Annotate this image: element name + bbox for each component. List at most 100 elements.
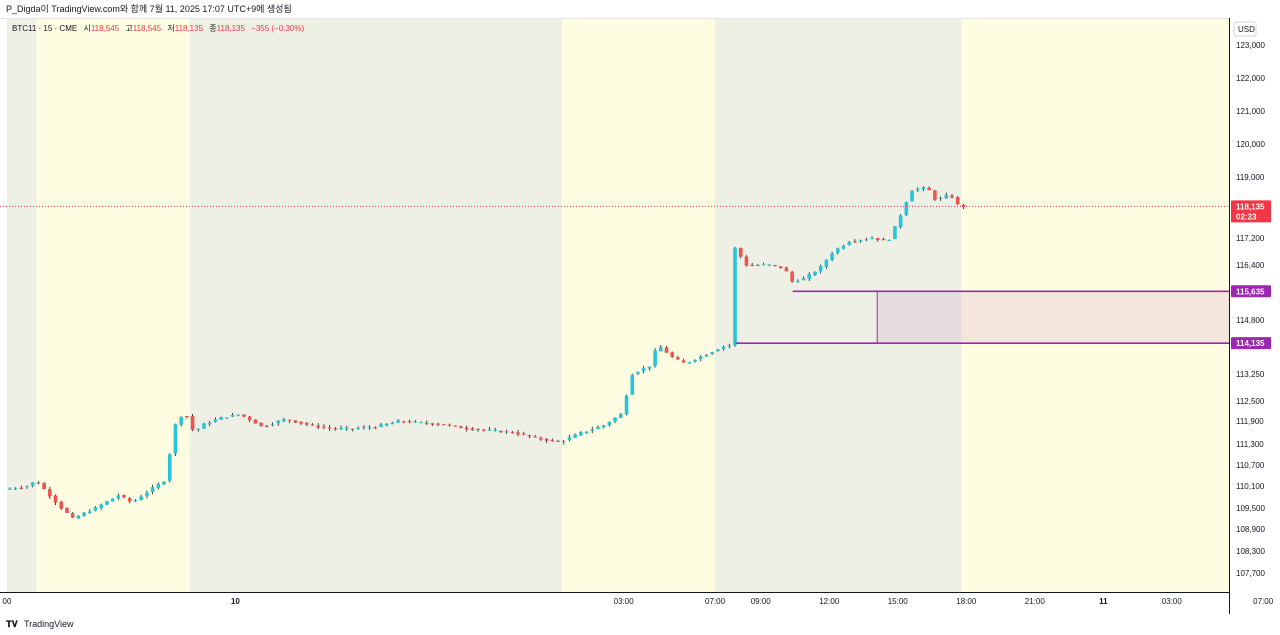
candle-body — [961, 204, 966, 207]
time-tick-label: 07:00 — [1253, 597, 1274, 606]
candle — [202, 422, 206, 429]
candle — [893, 226, 897, 240]
footer-brand[interactable]: TradingView — [24, 619, 74, 629]
candle — [778, 266, 783, 269]
candle — [624, 394, 629, 416]
candle-body — [784, 267, 789, 272]
candle — [105, 500, 109, 506]
candle-body — [881, 239, 886, 241]
candle — [25, 485, 29, 489]
candle — [681, 358, 686, 363]
candle-body — [921, 186, 926, 190]
candle-body — [419, 422, 423, 424]
candle — [299, 421, 303, 426]
candle-body — [944, 194, 949, 199]
candle-body — [407, 421, 412, 423]
candle — [162, 480, 166, 486]
candle-body — [698, 356, 703, 360]
price-chart[interactable]: USD 123,000122,000121,000120,000119,0001… — [0, 18, 1280, 614]
candle-body — [122, 495, 126, 498]
candle-body — [750, 265, 754, 266]
candle-body — [807, 274, 812, 279]
price-tick-label: 116,400 — [1236, 261, 1265, 270]
candle — [150, 484, 155, 495]
candle — [807, 272, 812, 281]
candle-body — [676, 357, 680, 360]
candle — [127, 497, 132, 504]
candle — [955, 196, 960, 206]
candle — [738, 247, 743, 259]
price-tick-label: 111,900 — [1236, 417, 1264, 426]
candle — [950, 194, 954, 199]
candle — [333, 427, 338, 431]
candle — [767, 264, 772, 267]
candle — [230, 412, 235, 417]
candle-body — [390, 422, 395, 425]
legend-change: −355 (−0.30%) — [251, 24, 305, 33]
candle — [259, 422, 263, 427]
time-axis[interactable] — [0, 592, 1229, 614]
candle-body — [704, 354, 709, 357]
candle-body — [493, 429, 498, 431]
candle — [453, 425, 458, 427]
footer: 𝐓𝐕 TradingView — [0, 614, 1280, 635]
candle-body — [202, 423, 206, 429]
candle — [179, 416, 183, 427]
tradingview-logo-icon[interactable]: 𝐓𝐕 — [6, 619, 18, 629]
price-axis[interactable] — [1229, 18, 1280, 614]
candle-body — [778, 266, 783, 268]
price-tick-label: 119,000 — [1236, 173, 1265, 182]
candle-body — [830, 253, 834, 260]
candle — [801, 276, 806, 281]
candle-body — [744, 256, 749, 266]
candle — [493, 427, 498, 432]
price-tick-label: 110,700 — [1236, 461, 1265, 470]
candle — [236, 414, 241, 417]
candle-body — [442, 424, 446, 426]
candle-body — [93, 507, 98, 511]
header-title: P_Digda이 TradingView.com와 함께 7월 11, 2025… — [6, 4, 292, 14]
candle-body — [196, 428, 201, 430]
candle-body — [185, 416, 189, 417]
candle — [442, 424, 446, 426]
candle-body — [607, 421, 612, 426]
candle — [579, 431, 583, 437]
candle-body — [367, 427, 372, 429]
time-tick-labels: 00 10 03:00 07:00 09:00 12:00 15:00 18:00 21:00 1… — [3, 597, 1274, 606]
candle — [242, 414, 246, 418]
candle-body — [110, 498, 115, 502]
candle — [653, 348, 657, 368]
currency-box[interactable] — [1233, 21, 1257, 37]
price-tick-label: 109,500 — [1236, 504, 1265, 513]
candle — [596, 425, 600, 430]
price-tick-label: 112,500 — [1236, 397, 1265, 406]
candle — [122, 494, 126, 499]
price-tick-label: 120,000 — [1236, 140, 1265, 149]
candle-body — [322, 426, 326, 428]
legend-open-key: 시 — [83, 24, 91, 33]
candle-body — [915, 188, 920, 191]
candle-body — [853, 241, 857, 243]
candle-body — [82, 512, 86, 516]
candle-body — [767, 264, 772, 266]
horizontal-levels[interactable] — [735, 290, 1229, 344]
candle-body — [756, 265, 760, 266]
candle — [373, 426, 378, 430]
candle-body — [619, 414, 623, 418]
candle — [419, 421, 423, 424]
candle-body — [430, 423, 435, 425]
legend-symbol[interactable]: BTC11 · 15 · CME — [12, 24, 78, 33]
candle — [550, 438, 555, 442]
candle-body — [647, 366, 652, 369]
candle — [253, 419, 258, 424]
candle-body — [139, 496, 143, 501]
candle — [727, 343, 732, 349]
candle — [430, 422, 435, 427]
level-price-tag — [1231, 337, 1271, 350]
session-gray — [189, 19, 563, 592]
candle — [847, 240, 852, 246]
candle-body — [276, 420, 281, 424]
supply-zone[interactable] — [876, 291, 1229, 344]
current-price-tag-label: 118,135 — [1236, 202, 1265, 211]
zone-box — [877, 291, 1229, 344]
